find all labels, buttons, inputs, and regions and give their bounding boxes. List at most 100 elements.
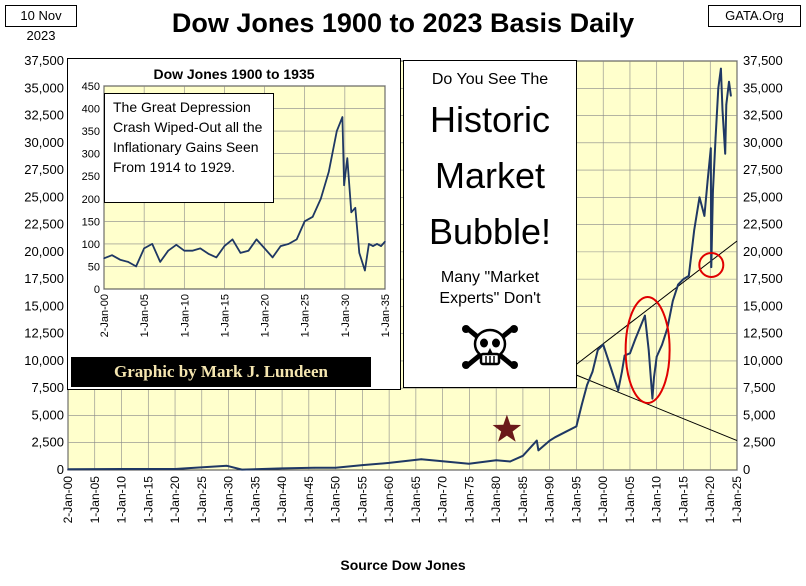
x-tick-label: 1-Jan-70 xyxy=(436,476,450,524)
inset-y-tick-label: 0 xyxy=(94,284,100,296)
y-tick-label-left: 5,000 xyxy=(31,407,64,422)
y-tick-label-left: 15,000 xyxy=(24,298,64,313)
y-tick-label-left: 17,500 xyxy=(24,271,64,286)
dow-data-point xyxy=(468,462,470,465)
y-tick-label-right: 12,500 xyxy=(743,326,783,341)
x-tick-label: 1-Jan-15 xyxy=(141,476,155,524)
inset-data-point xyxy=(350,211,352,214)
x-tick-label: 1-Jan-35 xyxy=(248,476,262,524)
dow-data-point xyxy=(671,300,674,302)
skull-crossbones-icon xyxy=(462,325,518,369)
red-ellipse-marker xyxy=(624,296,671,405)
y-tick-label-right: 2,500 xyxy=(743,435,776,450)
date-label: 10 Nov 2023 xyxy=(5,5,77,43)
inset-data-point xyxy=(223,245,226,247)
inset-data-point xyxy=(239,252,242,254)
graphic-credit: Graphic by Mark J. Lundeen xyxy=(71,357,371,387)
inset-data-point xyxy=(263,247,266,250)
inset-data-point xyxy=(376,243,378,245)
dow-data-point xyxy=(682,278,685,280)
inset-data-point xyxy=(231,238,234,241)
dow-data-point xyxy=(509,460,511,463)
inset-data-point xyxy=(384,240,386,243)
star-marker xyxy=(492,414,522,442)
inset-data-point xyxy=(271,256,274,259)
y-tick-label-left: 25,000 xyxy=(24,189,64,204)
inset-x-tick-label: 1-Jan-25 xyxy=(300,294,312,337)
y-tick-label-right: 25,000 xyxy=(743,189,783,204)
y-tick-label-left: 30,000 xyxy=(24,135,64,150)
dow-data-point xyxy=(706,180,709,182)
red-circle-marker xyxy=(698,251,725,278)
dow-data-point xyxy=(651,397,654,400)
y-tick-label-left: 12,500 xyxy=(24,326,64,341)
inset-y-tick-label: 100 xyxy=(82,239,100,251)
inset-y-tick-label: 150 xyxy=(82,216,100,228)
dow-data-point xyxy=(710,266,713,268)
inset-data-point xyxy=(207,253,210,255)
dow-data-point xyxy=(361,464,364,466)
x-tick-label: 1-Jan-30 xyxy=(222,476,236,524)
dow-data-point xyxy=(629,352,631,355)
dow-data-point xyxy=(548,439,551,442)
dow-data-point xyxy=(597,349,599,351)
inset-data-point xyxy=(183,249,185,252)
inset-data-point xyxy=(119,258,121,261)
inset-data-point xyxy=(343,184,345,186)
dow-data-point xyxy=(67,468,69,471)
inset-data-point xyxy=(247,249,250,252)
bubble-line-4: Bubble! xyxy=(428,211,552,252)
x-axis-title: Source Dow Jones xyxy=(340,557,466,573)
y-tick-label-right: 27,500 xyxy=(743,162,783,177)
x-tick-label: 1-Jan-60 xyxy=(382,476,396,524)
inset-series-line xyxy=(103,116,386,272)
inset-y-tick-label: 400 xyxy=(82,104,100,116)
dow-data-point xyxy=(725,103,728,106)
x-tick-label: 1-Jan-10 xyxy=(115,476,129,524)
dow-data-point xyxy=(653,376,655,379)
x-tick-label: 1-Jan-15 xyxy=(676,476,690,524)
inset-data-point xyxy=(127,261,129,263)
dow-data-point xyxy=(721,109,724,111)
inset-data-point xyxy=(191,249,194,252)
x-tick-label: 1-Jan-10 xyxy=(650,476,664,524)
dow-data-point xyxy=(226,465,228,467)
inset-x-tick-label: 1-Jan-30 xyxy=(340,294,352,337)
y-tick-label-right: 7,500 xyxy=(743,380,776,395)
dow-data-point xyxy=(536,439,538,442)
bubble-line-3: Market xyxy=(434,155,546,196)
y-tick-label-left: 10,000 xyxy=(24,353,64,368)
inset-data-point xyxy=(364,269,366,272)
bubble-line-5: Many "Market xyxy=(440,269,540,286)
inset-y-tick-label: 250 xyxy=(82,171,100,183)
dow-data-point xyxy=(724,152,727,155)
inset-y-tick-label: 200 xyxy=(82,194,100,206)
y-tick-label-right: 32,500 xyxy=(743,108,783,123)
y-tick-label-left: 32,500 xyxy=(24,108,64,123)
bubble-line-1: Do You See The xyxy=(431,71,549,88)
inset-x-tick-label: 1-Jan-15 xyxy=(219,294,231,337)
y-tick-label-left: 2,500 xyxy=(31,435,64,450)
x-tick-label: 1-Jan-05 xyxy=(623,476,637,524)
y-tick-label-right: 15,000 xyxy=(743,298,783,313)
x-tick-label: 1-Jan-40 xyxy=(275,476,289,524)
y-tick-label-left: 27,500 xyxy=(24,162,64,177)
dow-data-point xyxy=(441,460,444,463)
bubble-line-2: Historic xyxy=(429,99,550,140)
dow-data-point xyxy=(388,462,390,464)
dow-data-point xyxy=(712,191,714,193)
inset-data-point xyxy=(199,247,202,250)
dow-data-point xyxy=(621,371,623,373)
x-tick-label: 2-Jan-00 xyxy=(61,476,75,524)
dow-data-point xyxy=(709,147,712,150)
x-tick-label: 1-Jan-80 xyxy=(489,476,503,524)
inset-data-point xyxy=(320,198,322,200)
inset-data-point xyxy=(255,238,258,241)
y-tick-label-right: 0 xyxy=(743,462,750,477)
trend-line xyxy=(573,373,738,442)
inset-data-point xyxy=(287,243,290,245)
x-tick-label: 1-Jan-25 xyxy=(195,476,209,524)
inset-data-point xyxy=(175,244,177,246)
dow-data-point xyxy=(241,468,243,471)
dow-data-point xyxy=(586,384,588,386)
